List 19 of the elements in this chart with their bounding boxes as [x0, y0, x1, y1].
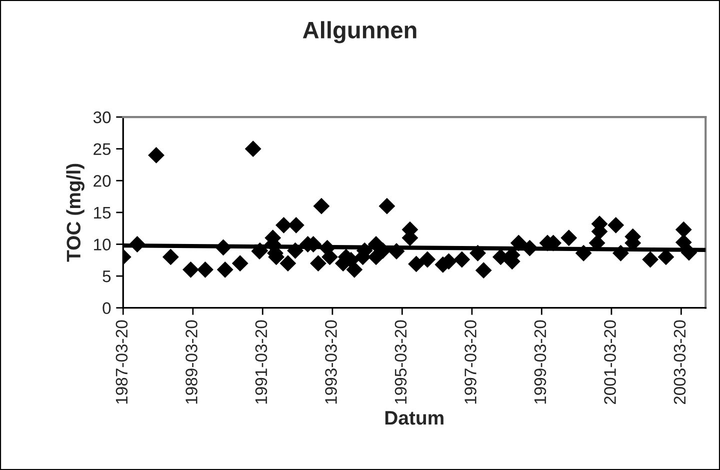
- x-tick-label: 1995-03-20: [394, 320, 407, 404]
- y-tick-label: 15: [94, 207, 111, 219]
- y-tick-label: 0: [102, 302, 111, 314]
- y-tick-label: 5: [102, 270, 111, 282]
- x-tick-label: 1997-03-20: [464, 320, 476, 404]
- x-tick-label: 2001-03-20: [604, 320, 616, 404]
- y-tick-label: 10: [94, 238, 111, 250]
- x-tick-label: 1993-03-20: [325, 320, 337, 404]
- y-tick-label: 30: [93, 111, 111, 124]
- x-tick-label: 2003-03-20: [674, 320, 686, 404]
- x-tick-label: 1999-03-20: [534, 320, 546, 404]
- x-axis-title: Datum: [385, 411, 444, 425]
- x-tick-label: 1991-03-20: [255, 320, 268, 404]
- y-tick-label: 20: [94, 175, 111, 187]
- chart-title: Allgunnen: [302, 21, 416, 44]
- y-axis-title: TOC (mg/l): [66, 164, 84, 262]
- y-tick-label: 25: [94, 143, 111, 156]
- x-tick-label: 1987-03-20: [116, 320, 128, 404]
- x-tick-label: 1989-03-20: [186, 320, 198, 404]
